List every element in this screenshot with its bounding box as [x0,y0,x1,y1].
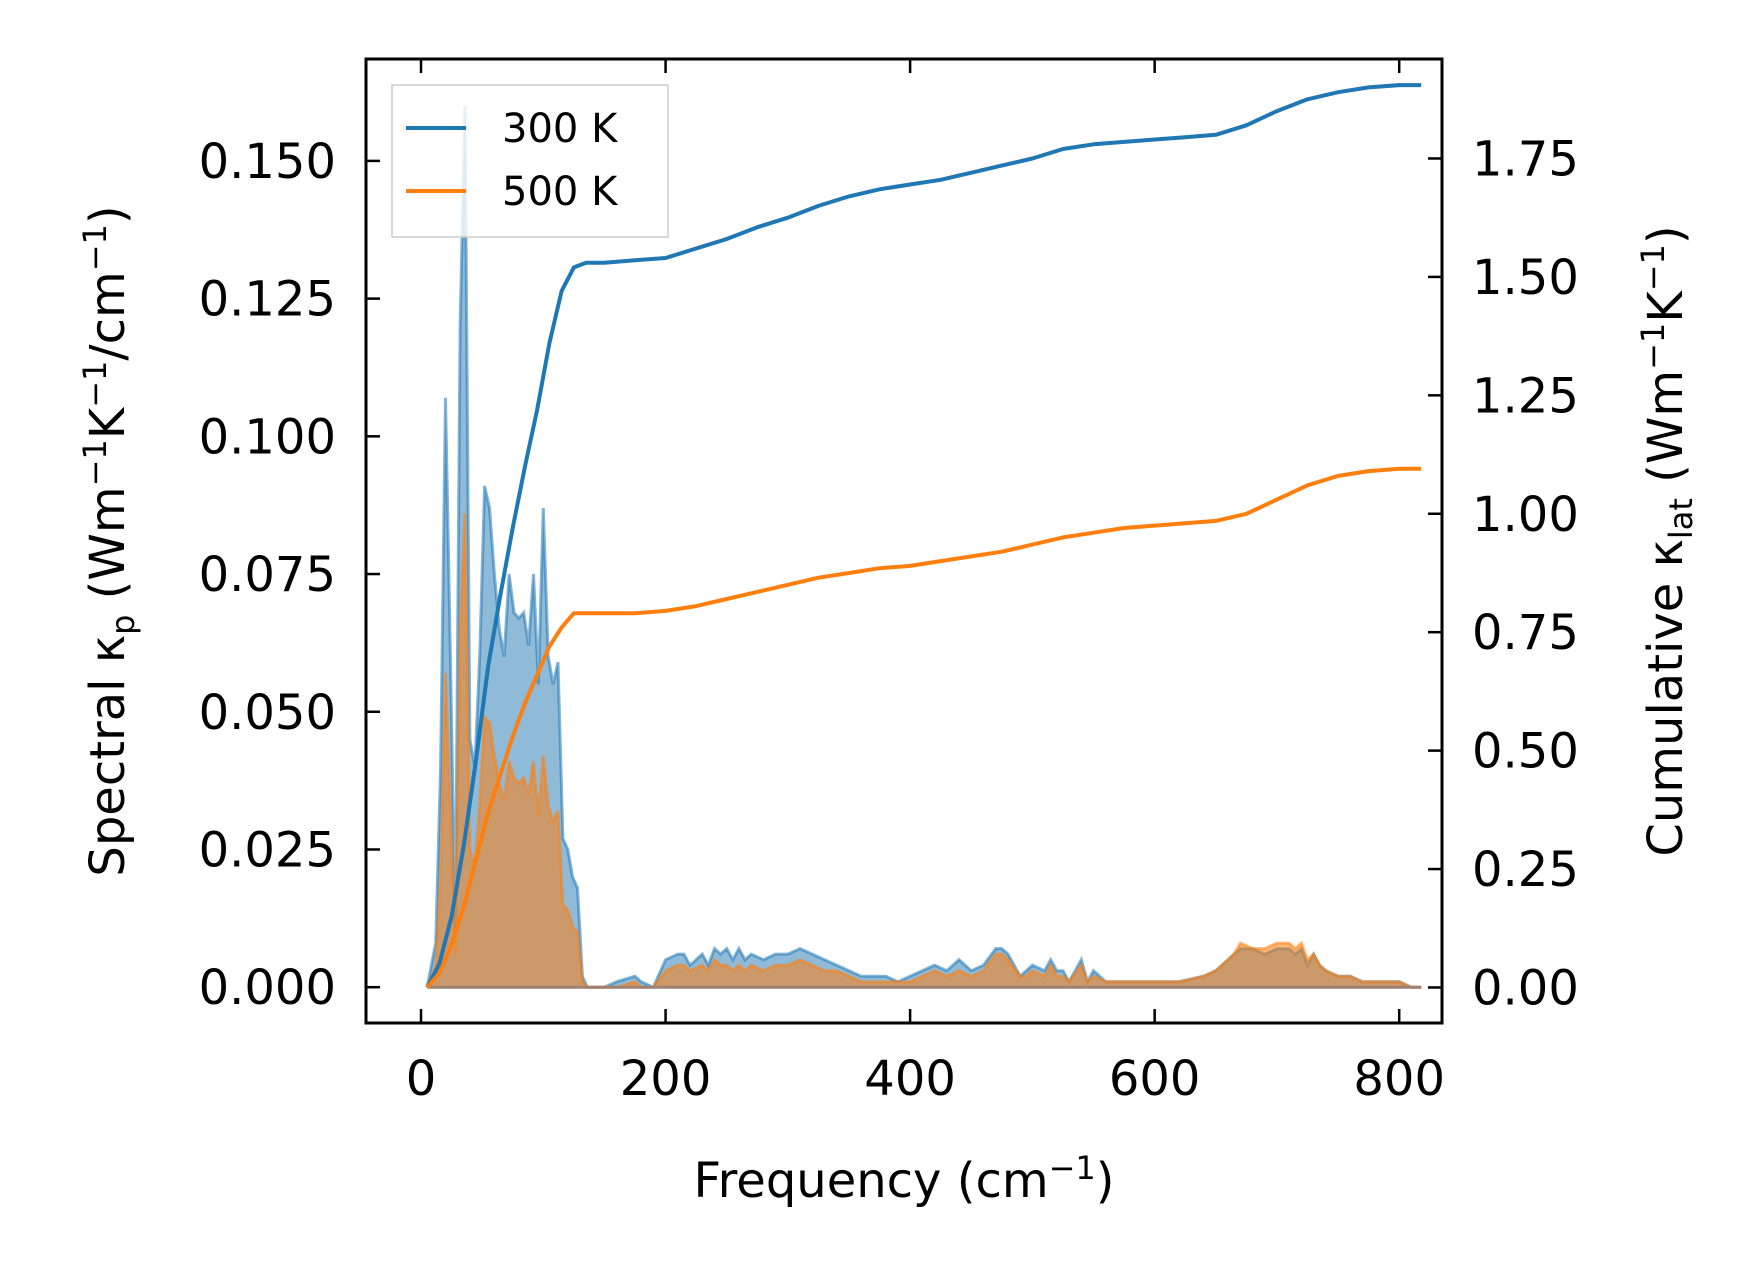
y-right-tick-label: 1.25 [1472,368,1579,424]
x-tick-label: 200 [620,1051,712,1107]
legend-box [391,84,669,238]
x-axis-title: Frequency (cm−1) [693,1149,1114,1209]
left-y-axis-title: Spectral κp (Wm−1K−1/cm−1) [76,205,142,876]
y-left-tick-label: 0.125 [199,272,336,328]
y-right-tick-label: 1.50 [1472,250,1579,306]
right-y-axis-title: Cumulative κlat (Wm−1K−1) [1634,225,1700,856]
y-right-tick-label: 0.50 [1472,724,1579,780]
plot-frame [364,57,1444,1025]
y-right-tick-label: 1.75 [1472,131,1579,187]
axis-tick-labels: 0 200 400 600 800 0.000 0.025 0.050 0.075 0.100 0.… [199,131,1579,1107]
y-left-tick-label: 0.000 [199,960,336,1016]
y-right-tick-label: 1.00 [1472,487,1579,543]
y-right-tick-label: 0.75 [1472,605,1579,661]
y-left-tick-label: 0.050 [199,685,336,741]
spectral-fill-300k [427,105,1422,988]
x-tick-label: 400 [864,1051,956,1107]
y-left-tick-label: 0.100 [199,409,336,465]
y-left-tick-label: 0.025 [199,822,336,878]
cumulative-line-500k [425,466,1422,989]
spectral-fill-500k [427,513,1422,988]
series-lines [425,83,1422,989]
x-tick-label: 800 [1353,1051,1445,1107]
axis-ticks [366,59,1442,1023]
spectral-line-500k [425,513,1422,989]
spectral-line-300k [425,105,1422,990]
spectral-fill-areas [425,105,1422,990]
y-right-tick-label: 0.00 [1472,960,1579,1016]
legend: 300 K 500 K [391,84,669,238]
y-right-tick-label: 0.25 [1472,842,1579,898]
cumulative-line-300k [425,83,1422,989]
y-left-tick-label: 0.150 [199,134,336,190]
y-left-tick-label: 0.075 [199,547,336,603]
legend-label-300k: 300 K [502,106,619,152]
x-tick-label: 0 [406,1051,437,1107]
x-tick-label: 600 [1109,1051,1201,1107]
legend-label-500k: 500 K [502,169,619,215]
